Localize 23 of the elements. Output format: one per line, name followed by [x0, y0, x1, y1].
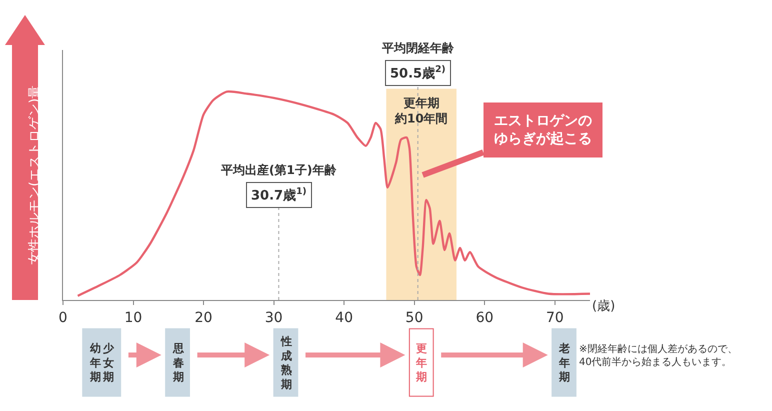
x-tick-label: 30	[264, 310, 283, 326]
text: 更年期	[415, 342, 427, 384]
x-tick-label: 20	[194, 310, 212, 326]
band-label: 更年期	[403, 96, 440, 110]
ref-line-label: 50.5歳$^{2)}$	[390, 65, 446, 82]
ref-line-label: 30.7歳$^{1)}$	[251, 187, 307, 204]
annotation: エストロゲンのゆらぎが起こる	[494, 113, 592, 148]
annotation: 約10年間	[394, 112, 448, 126]
text: 思春期	[172, 342, 184, 384]
text: ※閉経年齢には個人差があるので、 40代前半から始まる人もいます。	[579, 343, 738, 368]
text: 性成熟期	[280, 335, 292, 391]
x-tick-label: 10	[124, 310, 142, 326]
x-tick-label: 40	[335, 310, 353, 326]
x-tick-label: 0	[58, 310, 68, 326]
text: 老年期	[558, 342, 570, 384]
annotation: 平均出産(第1子)年齢	[220, 163, 338, 177]
x-tick-label: 60	[476, 310, 494, 326]
text: 平均閉経年齢	[381, 41, 455, 55]
text: 幼年期	[89, 342, 101, 384]
x-tick-label: 50	[405, 310, 424, 326]
x-axis-title: (歳)	[592, 299, 616, 314]
x-tick-label: 70	[546, 310, 564, 326]
text: 少女期	[102, 342, 115, 384]
